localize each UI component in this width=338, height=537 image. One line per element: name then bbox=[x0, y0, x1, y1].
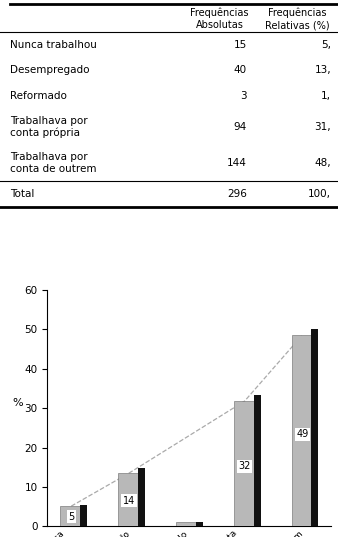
Text: Trabalhava por
conta própria: Trabalhava por conta própria bbox=[10, 116, 88, 138]
Bar bbox=[291, 335, 313, 526]
Bar bbox=[80, 505, 87, 526]
Bar bbox=[234, 401, 256, 526]
Text: 296: 296 bbox=[227, 189, 247, 199]
Text: Nunca trabalhou: Nunca trabalhou bbox=[10, 40, 97, 50]
Bar bbox=[118, 473, 140, 526]
Text: 1,: 1, bbox=[321, 91, 331, 101]
Bar bbox=[60, 506, 82, 526]
Text: Frequências
Absolutas: Frequências Absolutas bbox=[190, 8, 249, 30]
Text: 40: 40 bbox=[234, 66, 247, 76]
Bar bbox=[176, 523, 198, 526]
Text: 31,: 31, bbox=[315, 122, 331, 132]
Text: 14: 14 bbox=[123, 496, 135, 506]
Bar bbox=[254, 395, 261, 526]
Text: Trabalhava por
conta de outrem: Trabalhava por conta de outrem bbox=[10, 153, 97, 174]
Text: 5,: 5, bbox=[321, 40, 331, 50]
Y-axis label: %: % bbox=[12, 398, 23, 408]
Text: 3: 3 bbox=[240, 91, 247, 101]
Text: Desempregado: Desempregado bbox=[10, 66, 90, 76]
Text: 94: 94 bbox=[234, 122, 247, 132]
Text: 5: 5 bbox=[68, 512, 74, 521]
Text: Reformado: Reformado bbox=[10, 91, 67, 101]
Bar bbox=[196, 522, 203, 526]
Bar bbox=[138, 468, 145, 526]
Text: 49: 49 bbox=[296, 430, 309, 439]
Text: Frequências
Relativas (%): Frequências Relativas (%) bbox=[265, 8, 330, 30]
Text: 144: 144 bbox=[227, 158, 247, 168]
Text: 32: 32 bbox=[239, 461, 251, 471]
Text: 48,: 48, bbox=[315, 158, 331, 168]
Text: 100,: 100, bbox=[308, 189, 331, 199]
Text: Total: Total bbox=[10, 189, 34, 199]
Bar bbox=[311, 329, 318, 526]
Text: 15: 15 bbox=[234, 40, 247, 50]
Text: 13,: 13, bbox=[315, 66, 331, 76]
